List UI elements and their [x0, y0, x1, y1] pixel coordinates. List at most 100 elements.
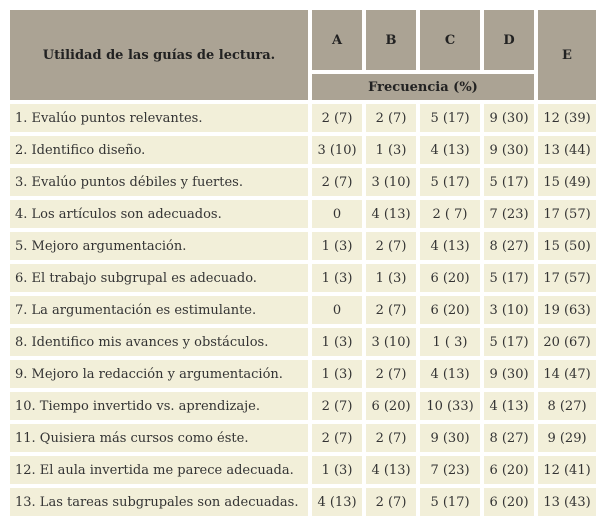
column-header-b: B — [366, 10, 416, 70]
cell-e: 17 (57) — [538, 264, 596, 292]
cell-e: 12 (39) — [538, 104, 596, 132]
cell-c: 2 ( 7) — [420, 200, 480, 228]
column-header-utility: Utilidad de las guías de lectura. — [10, 10, 308, 100]
cell-c: 4 (13) — [420, 232, 480, 260]
cell-c: 5 (17) — [420, 104, 480, 132]
table-row: 2. Identifico diseño. 3 (10) 1 (3) 4 (13) 9 … — [10, 136, 596, 164]
cell-d: 3 (10) — [484, 296, 534, 324]
cell-d: 6 (20) — [484, 488, 534, 516]
row-label: 2. Identifico diseño. — [10, 136, 308, 164]
frequency-subheader: Frecuencia (%) — [312, 74, 534, 100]
cell-d: 7 (23) — [484, 200, 534, 228]
cell-a: 1 (3) — [312, 232, 362, 260]
cell-e: 13 (43) — [538, 488, 596, 516]
cell-a: 4 (13) — [312, 488, 362, 516]
cell-b: 2 (7) — [366, 360, 416, 388]
cell-a: 3 (10) — [312, 136, 362, 164]
cell-c: 9 (30) — [420, 424, 480, 452]
cell-b: 3 (10) — [366, 328, 416, 356]
table-row: 8. Identifico mis avances y obstáculos. 1… — [10, 328, 596, 356]
cell-a: 2 (7) — [312, 392, 362, 420]
row-label: 9. Mejoro la redacción y argumentación. — [10, 360, 308, 388]
table-row: 1. Evalúo puntos relevantes. 2 (7) 2 (7) 5 … — [10, 104, 596, 132]
cell-c: 1 ( 3) — [420, 328, 480, 356]
cell-a: 1 (3) — [312, 264, 362, 292]
cell-a: 2 (7) — [312, 104, 362, 132]
row-label: 13. Las tareas subgrupales son adecuadas… — [10, 488, 308, 516]
cell-a: 2 (7) — [312, 424, 362, 452]
row-label: 3. Evalúo puntos débiles y fuertes. — [10, 168, 308, 196]
cell-e: 20 (67) — [538, 328, 596, 356]
table-row: 11. Quisiera más cursos como éste. 2 (7) 2… — [10, 424, 596, 452]
table-row: 9. Mejoro la redacción y argumentación. 1… — [10, 360, 596, 388]
row-label: 8. Identifico mis avances y obstáculos. — [10, 328, 308, 356]
cell-b: 4 (13) — [366, 200, 416, 228]
cell-a: 2 (7) — [312, 168, 362, 196]
table-row: 6. El trabajo subgrupal es adecuado. 1 (3… — [10, 264, 596, 292]
cell-a: 0 — [312, 200, 362, 228]
cell-e: 15 (50) — [538, 232, 596, 260]
cell-a: 1 (3) — [312, 360, 362, 388]
cell-d: 5 (17) — [484, 328, 534, 356]
row-label: 7. La argumentación es estimulante. — [10, 296, 308, 324]
cell-d: 4 (13) — [484, 392, 534, 420]
cell-e: 9 (29) — [538, 424, 596, 452]
row-label: 5. Mejoro argumentación. — [10, 232, 308, 260]
column-header-d: D — [484, 10, 534, 70]
row-label: 1. Evalúo puntos relevantes. — [10, 104, 308, 132]
cell-a: 0 — [312, 296, 362, 324]
cell-b: 3 (10) — [366, 168, 416, 196]
table-row: 7. La argumentación es estimulante. 0 2 (7… — [10, 296, 596, 324]
header-row: Utilidad de las guías de lectura. A B C … — [10, 10, 596, 100]
cell-e: 8 (27) — [538, 392, 596, 420]
table-row: 5. Mejoro argumentación. 1 (3) 2 (7) 4 (13)… — [10, 232, 596, 260]
cell-e: 17 (57) — [538, 200, 596, 228]
cell-b: 1 (3) — [366, 136, 416, 164]
row-label: 6. El trabajo subgrupal es adecuado. — [10, 264, 308, 292]
table-row: 13. Las tareas subgrupales son adecuadas… — [10, 488, 596, 516]
cell-b: 2 (7) — [366, 488, 416, 516]
cell-b: 6 (20) — [366, 392, 416, 420]
cell-d: 5 (17) — [484, 264, 534, 292]
cell-b: 1 (3) — [366, 264, 416, 292]
cell-b: 2 (7) — [366, 424, 416, 452]
cell-d: 9 (30) — [484, 360, 534, 388]
cell-a: 1 (3) — [312, 456, 362, 484]
cell-b: 2 (7) — [366, 232, 416, 260]
column-header-a: A — [312, 10, 362, 70]
cell-b: 2 (7) — [366, 296, 416, 324]
cell-c: 5 (17) — [420, 488, 480, 516]
cell-c: 4 (13) — [420, 136, 480, 164]
cell-d: 9 (30) — [484, 136, 534, 164]
cell-e: 12 (41) — [538, 456, 596, 484]
cell-a: 1 (3) — [312, 328, 362, 356]
table-row: 3. Evalúo puntos débiles y fuertes. 2 (7)… — [10, 168, 596, 196]
row-label: 4. Los artículos son adecuados. — [10, 200, 308, 228]
cell-d: 6 (20) — [484, 456, 534, 484]
cell-c: 6 (20) — [420, 296, 480, 324]
cell-b: 2 (7) — [366, 104, 416, 132]
cell-d: 9 (30) — [484, 104, 534, 132]
table-row: 4. Los artículos son adecuados. 0 4 (13) 2 … — [10, 200, 596, 228]
table-body: 1. Evalúo puntos relevantes. 2 (7) 2 (7) 5 … — [10, 104, 596, 516]
table-row: 12. El aula invertida me parece adecuada… — [10, 456, 596, 484]
row-label: 10. Tiempo invertido vs. aprendizaje. — [10, 392, 308, 420]
cell-c: 7 (23) — [420, 456, 480, 484]
row-label: 11. Quisiera más cursos como éste. — [10, 424, 308, 452]
cell-e: 15 (49) — [538, 168, 596, 196]
cell-d: 8 (27) — [484, 424, 534, 452]
table-row: 10. Tiempo invertido vs. aprendizaje. 2 (… — [10, 392, 596, 420]
cell-d: 5 (17) — [484, 168, 534, 196]
cell-d: 8 (27) — [484, 232, 534, 260]
column-header-e: E — [538, 10, 596, 100]
cell-b: 4 (13) — [366, 456, 416, 484]
cell-e: 14 (47) — [538, 360, 596, 388]
cell-e: 13 (44) — [538, 136, 596, 164]
cell-c: 10 (33) — [420, 392, 480, 420]
subheader-row: Frecuencia (%) — [10, 74, 596, 100]
column-header-c: C — [420, 10, 480, 70]
row-label: 12. El aula invertida me parece adecuada… — [10, 456, 308, 484]
cell-c: 5 (17) — [420, 168, 480, 196]
cell-c: 4 (13) — [420, 360, 480, 388]
cell-c: 6 (20) — [420, 264, 480, 292]
